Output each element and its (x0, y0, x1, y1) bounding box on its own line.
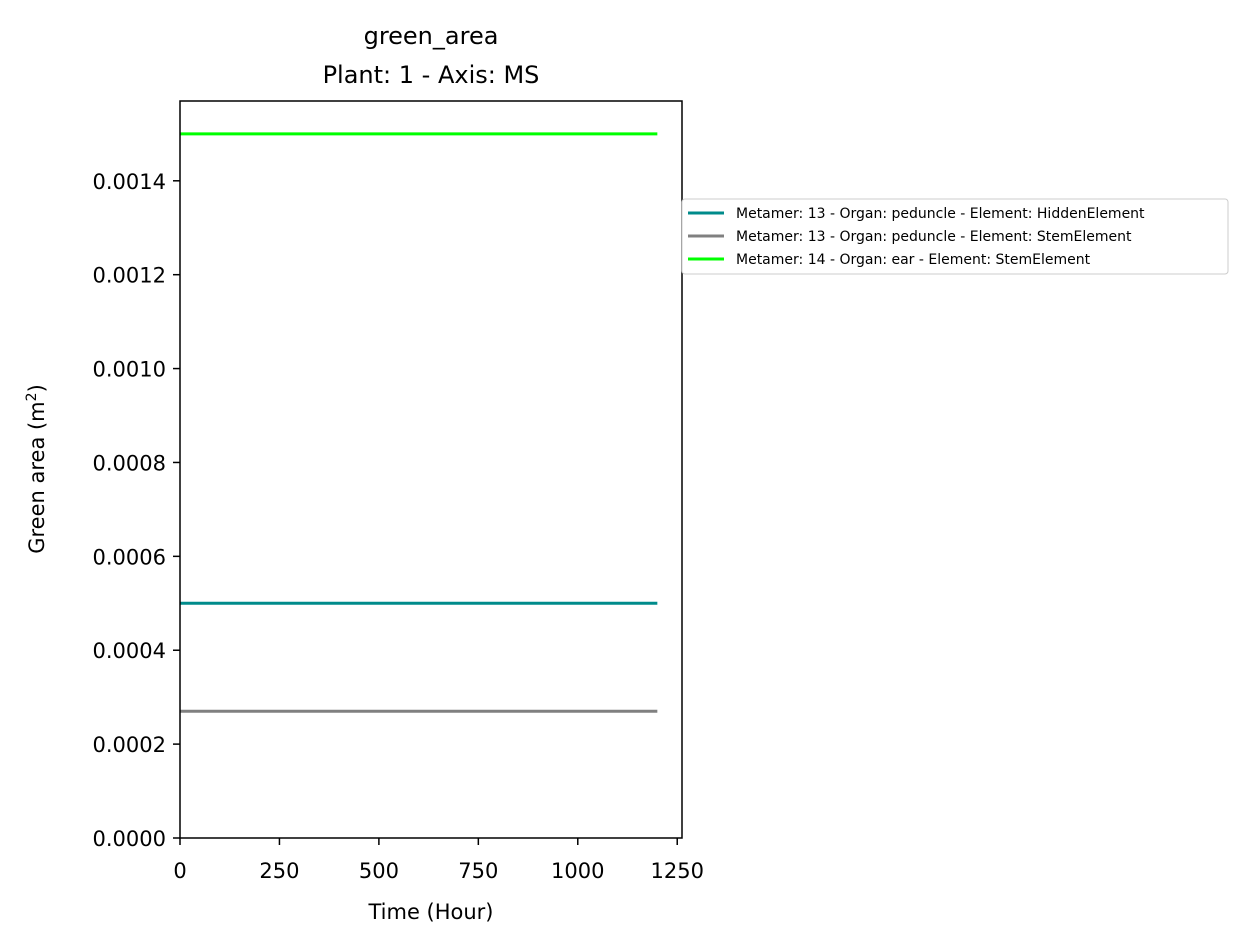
x-tick-label: 1250 (651, 859, 704, 883)
series-layer (180, 132, 658, 713)
y-tick-label: 0.0004 (93, 639, 166, 663)
y-axis: 0.0000 0.0002 0.0004 0.0006 0.0008 0.0010 0.00… (93, 170, 180, 851)
legend-label-3: Metamer: 14 - Organ: ear - Element: Stem… (736, 252, 1091, 268)
y-axis-label-close: ) (25, 384, 49, 392)
y-axis-label-superscript: 2 (24, 392, 40, 401)
x-axis: 0 250 500 750 1000 1250 (173, 838, 704, 883)
legend-label-1: Metamer: 13 - Organ: peduncle - Element:… (736, 206, 1145, 222)
y-tick-label: 0.0000 (93, 827, 166, 851)
y-axis-label-main: Green area (m (25, 401, 49, 553)
y-tick-label: 0.0012 (93, 264, 166, 288)
x-tick-label: 750 (458, 859, 498, 883)
chart-title: green_area (364, 22, 499, 50)
x-tick-label: 500 (359, 859, 399, 883)
legend-entries: Metamer: 13 - Organ: peduncle - Element:… (688, 206, 1145, 268)
legend-label-2: Metamer: 13 - Organ: peduncle - Element:… (736, 229, 1132, 245)
y-tick-label: 0.0008 (93, 451, 166, 475)
y-tick-label: 0.0010 (93, 358, 166, 382)
chart-subtitle: Plant: 1 - Axis: MS (323, 61, 540, 89)
y-tick-label: 0.0002 (93, 733, 166, 757)
x-tick-label: 250 (259, 859, 299, 883)
plot-area-frame (179, 100, 683, 839)
x-tick-label: 1000 (551, 859, 604, 883)
y-tick-label: 0.0006 (93, 545, 166, 569)
legend: Metamer: 13 - Organ: peduncle - Element:… (681, 198, 1229, 275)
x-axis-label: Time (Hour) (367, 900, 493, 924)
legend-frame (681, 198, 1229, 275)
x-tick-label: 0 (173, 859, 186, 883)
y-tick-label: 0.0014 (93, 170, 166, 194)
y-axis-label: Green area (m2) (24, 384, 49, 554)
